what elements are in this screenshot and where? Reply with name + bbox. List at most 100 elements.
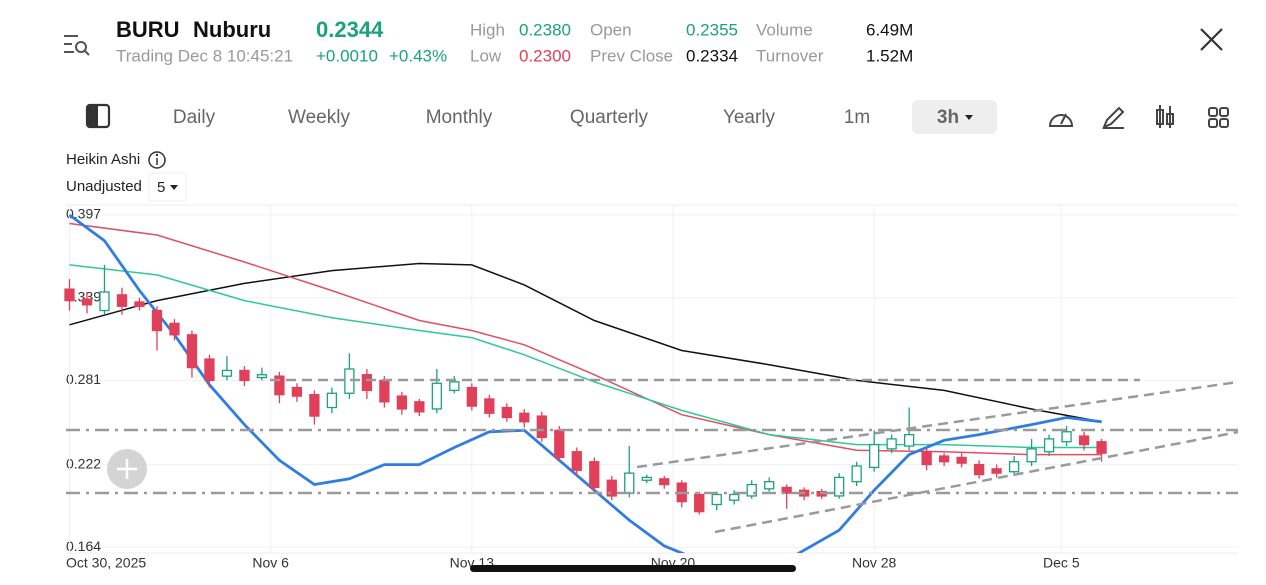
value-box[interactable] — [148, 172, 187, 202]
change: +0.0010 — [316, 46, 378, 65]
candle-body — [186, 334, 198, 369]
candle-body — [64, 288, 75, 302]
stat-label: Prev Close — [590, 46, 673, 65]
candle-body — [379, 379, 390, 403]
candle-body — [554, 429, 565, 459]
candle-body — [1061, 431, 1072, 443]
menu-icon[interactable] — [64, 35, 90, 56]
tool-icons[interactable] — [1048, 105, 1229, 129]
y-tick-label: 0.164 — [66, 538, 101, 554]
candle-body — [396, 395, 408, 410]
candle-body — [431, 382, 442, 410]
candle-body — [606, 479, 617, 497]
stat-value: 0.2355 — [686, 20, 738, 39]
y-tick-label: 0.222 — [66, 455, 101, 471]
close-button[interactable] — [1200, 28, 1223, 51]
candle-body — [921, 451, 932, 466]
candle-body — [711, 493, 722, 506]
candle-body — [449, 381, 460, 392]
dropdown-arrow — [965, 115, 973, 120]
candle-body — [134, 301, 145, 307]
candle-body — [169, 322, 180, 336]
candle-body — [991, 468, 1002, 474]
indicator-line — [69, 264, 1102, 449]
candle-body — [1043, 438, 1055, 453]
price: 0.2344 — [316, 17, 384, 42]
candle-body — [274, 375, 285, 396]
candle-body — [903, 433, 915, 447]
candle-body — [414, 401, 425, 413]
candle-body — [624, 472, 635, 494]
tab[interactable]: Monthly — [426, 107, 493, 128]
indicator-line — [69, 262, 1102, 423]
candle-body — [1026, 448, 1037, 463]
x-tick-label: Oct 30, 2025 — [66, 555, 146, 571]
stat-value: 6.49M — [866, 20, 913, 39]
chart-style[interactable]: Heikin Ashi — [66, 151, 140, 168]
candle-body — [116, 294, 128, 307]
candle-body — [589, 461, 600, 489]
candle-body — [326, 392, 338, 409]
stat-value: 0.2334 — [686, 46, 738, 65]
candle-body — [938, 455, 950, 463]
candle-body — [484, 398, 495, 414]
drawings[interactable] — [66, 378, 1239, 534]
control-value[interactable]: 5 — [157, 179, 165, 196]
tab[interactable]: Weekly — [288, 107, 350, 128]
tab[interactable]: Yearly — [723, 107, 776, 128]
candle-body — [851, 465, 862, 483]
x-tick-label: Nov 6 — [252, 555, 289, 571]
home-indicator — [470, 565, 796, 572]
candle-body — [536, 415, 547, 439]
y-tick-label: 0.281 — [66, 371, 101, 387]
indicator-line — [68, 213, 1102, 553]
tab[interactable]: Daily — [173, 107, 216, 128]
dropdown-arrow — [170, 185, 178, 190]
tab[interactable]: Quarterly — [570, 107, 649, 128]
company-name: Nuburu — [193, 17, 271, 42]
candle-body — [1096, 441, 1107, 454]
candle-body — [694, 493, 705, 513]
info-icon[interactable] — [148, 151, 166, 169]
layout-toggle[interactable] — [85, 103, 111, 129]
status: Trading Dec 8 10:45:21 — [116, 46, 293, 65]
tab[interactable]: 1m — [844, 107, 870, 128]
candle-body — [973, 463, 985, 476]
candle-body — [239, 369, 250, 382]
stat-label: High — [470, 20, 505, 39]
candle-body — [204, 358, 215, 382]
stat-label: Volume — [756, 20, 813, 39]
indicator-line — [69, 222, 1102, 456]
candle-body — [729, 493, 740, 501]
candle-body — [256, 374, 268, 379]
x-tick-label: Nov 28 — [852, 555, 897, 571]
candle-body — [956, 456, 967, 464]
adjustment[interactable]: Unadjusted — [66, 178, 142, 195]
stat-label: Turnover — [756, 46, 824, 65]
candle-body — [781, 486, 792, 494]
x-tick-label: Dec 5 — [1043, 555, 1080, 571]
candle-body — [519, 412, 530, 423]
change-pct: +0.43% — [389, 46, 447, 65]
candle-body — [99, 291, 110, 312]
candle-body — [291, 386, 303, 397]
candle-body — [309, 394, 320, 417]
candle-body — [151, 309, 163, 332]
stat-label: Open — [590, 20, 632, 39]
candle-body — [1078, 435, 1090, 446]
candle-body — [641, 476, 652, 481]
add-button[interactable] — [107, 449, 147, 489]
y-tick-label: 0.397 — [66, 206, 101, 222]
candle-body — [886, 438, 897, 450]
candle-body — [221, 369, 233, 377]
candle-body — [466, 386, 477, 407]
stat-value: 0.2380 — [519, 20, 571, 39]
candle-body — [659, 478, 670, 486]
tab[interactable]: 3h — [937, 107, 959, 128]
active-tab-bg — [912, 100, 997, 134]
candle-body — [501, 406, 512, 419]
stat-label: Low — [470, 46, 502, 65]
candle-body — [869, 443, 880, 469]
y-tick-label: 0.339 — [66, 288, 101, 304]
